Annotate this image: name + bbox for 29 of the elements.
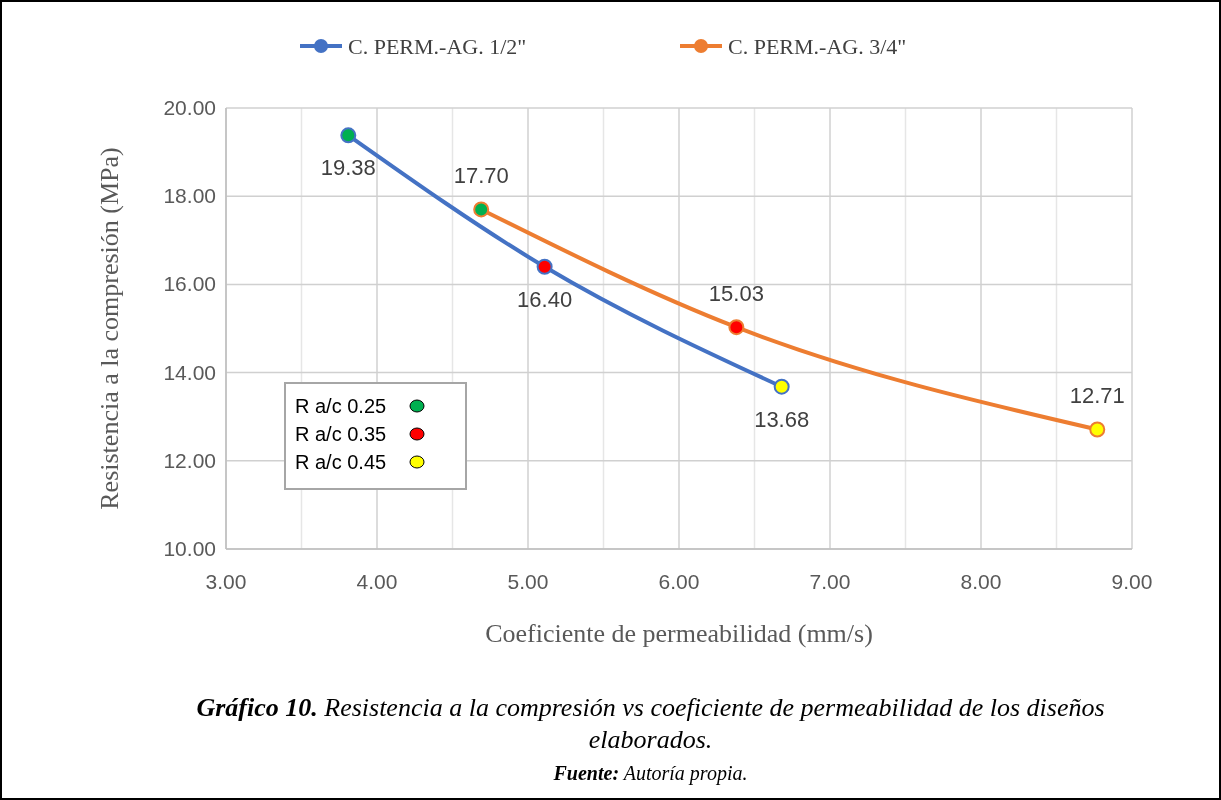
data-label: 17.70 [453,163,509,189]
data-label: 19.38 [320,155,376,181]
y-tick-label: 12.00 [163,448,216,472]
key-box: R a/c 0.25 R a/c 0.35 R a/c 0.45 [284,382,467,490]
annotation: R a/c 0.45 [295,451,387,473]
y-tick-label: 18.00 [163,184,216,208]
x-tick-label: 5.00 [507,570,549,593]
data-label: 12.71 [1069,383,1125,409]
x-tick-label: 3.00 [205,570,247,593]
y-tick-label: 10.00 [163,537,216,560]
data-label: 16.40 [517,286,573,312]
data-label: 15.03 [708,281,764,307]
x-axis-title: Coeficiente de permeabilidad (mm/s) [485,619,873,648]
x-tick-label: 9.00 [1111,570,1153,593]
legend-label: C. PERM.-AG. 1/2" [348,34,527,59]
annotation: R a/c 0.35 [295,423,387,445]
source-note: Fuente: Autoría propia. [552,762,748,785]
x-tick-label: 8.00 [960,570,1002,593]
y-tick-label: 14.00 [163,360,216,384]
x-tick-label: 6.00 [658,570,700,593]
text: Gráfico 10. Resistencia a la compresión vs coeficiente de permeabilidad de los diseños elaborados. [196,693,1105,754]
x-tick-label: 4.00 [356,570,398,593]
y-tick-label: 20.00 [163,96,216,119]
x-tick-label: 7.00 [809,570,851,593]
y-tick-label: 16.00 [163,272,216,296]
annotation: R a/c 0.25 [295,395,387,417]
y-axis-title: Resistencia a la compresión (MPa) [95,147,124,510]
data-label: 13.68 [754,406,810,432]
legend-label: C. PERM.-AG. 3/4" [728,34,907,59]
